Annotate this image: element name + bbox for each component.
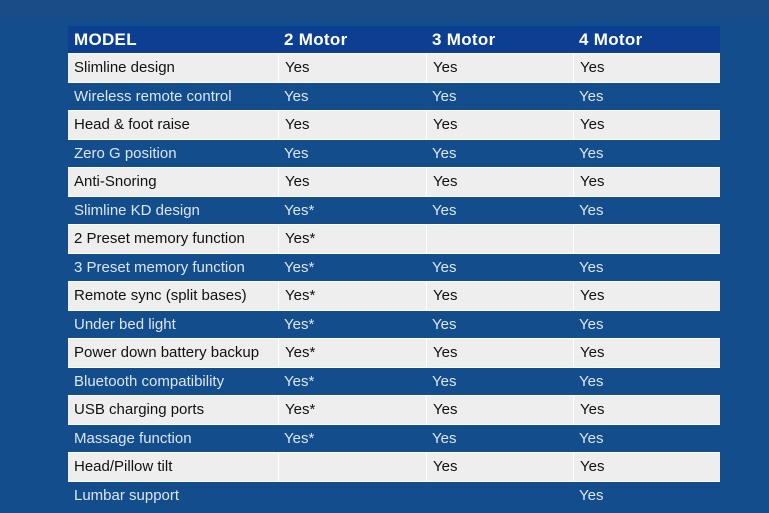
value-cell-4-motor: Yes	[573, 53, 720, 83]
table-row: Head & foot raise Yes Yes Yes	[68, 110, 720, 140]
table-row: Under bed light Yes* Yes Yes	[68, 310, 720, 338]
header-3-motor: 3 Motor	[426, 26, 573, 53]
value-cell-4-motor: Yes	[573, 196, 720, 224]
value-cell-3-motor	[426, 481, 573, 509]
value-cell-2-motor: Yes*	[278, 395, 426, 425]
value-cell-3-motor: Yes	[426, 82, 573, 110]
value-cell-2-motor: Yes*	[278, 424, 426, 452]
header-2-motor: 2 Motor	[278, 26, 426, 53]
value-cell-2-motor: Yes*	[278, 281, 426, 311]
feature-cell: Massage function	[68, 424, 278, 452]
value-cell-3-motor: Yes	[426, 424, 573, 452]
value-cell-4-motor: Yes	[573, 367, 720, 395]
comparison-table-container: MODEL 2 Motor 3 Motor 4 Motor Slimline d…	[68, 26, 720, 509]
value-cell-4-motor: Yes	[573, 424, 720, 452]
value-cell-2-motor: Yes	[278, 82, 426, 110]
table-row: 3 Preset memory function Yes* Yes Yes	[68, 253, 720, 281]
feature-cell: Slimline KD design	[68, 196, 278, 224]
value-cell-4-motor: Yes	[573, 82, 720, 110]
value-cell-3-motor: Yes	[426, 310, 573, 338]
value-cell-3-motor: Yes	[426, 367, 573, 395]
value-cell-4-motor: Yes	[573, 281, 720, 311]
table-row: Slimline design Yes Yes Yes	[68, 53, 720, 83]
table-row: USB charging ports Yes* Yes Yes	[68, 395, 720, 425]
motor-comparison-table: MODEL 2 Motor 3 Motor 4 Motor Slimline d…	[68, 26, 720, 509]
feature-cell: 3 Preset memory function	[68, 253, 278, 281]
value-cell-4-motor	[573, 224, 720, 254]
feature-cell: Slimline design	[68, 53, 278, 83]
value-cell-2-motor	[278, 452, 426, 482]
value-cell-2-motor: Yes*	[278, 338, 426, 368]
table-row: Remote sync (split bases) Yes* Yes Yes	[68, 281, 720, 311]
feature-cell: 2 Preset memory function	[68, 224, 278, 254]
table-row: 2 Preset memory function Yes*	[68, 224, 720, 254]
header-4-motor: 4 Motor	[573, 26, 720, 53]
feature-cell: USB charging ports	[68, 395, 278, 425]
value-cell-2-motor: Yes	[278, 167, 426, 197]
value-cell-3-motor: Yes	[426, 281, 573, 311]
table-row: Slimline KD design Yes* Yes Yes	[68, 196, 720, 224]
feature-cell: Head/Pillow tilt	[68, 452, 278, 482]
value-cell-4-motor: Yes	[573, 452, 720, 482]
value-cell-2-motor: Yes	[278, 139, 426, 167]
value-cell-3-motor: Yes	[426, 110, 573, 140]
value-cell-2-motor: Yes	[278, 110, 426, 140]
table-row: Wireless remote control Yes Yes Yes	[68, 82, 720, 110]
value-cell-3-motor: Yes	[426, 167, 573, 197]
value-cell-4-motor: Yes	[573, 139, 720, 167]
value-cell-3-motor: Yes	[426, 395, 573, 425]
value-cell-3-motor: Yes	[426, 338, 573, 368]
value-cell-4-motor: Yes	[573, 481, 720, 509]
table-body: Slimline design Yes Yes Yes Wireless rem…	[68, 53, 720, 509]
table-header-row: MODEL 2 Motor 3 Motor 4 Motor	[68, 26, 720, 53]
value-cell-3-motor	[426, 224, 573, 254]
feature-cell: Under bed light	[68, 310, 278, 338]
table-row: Power down battery backup Yes* Yes Yes	[68, 338, 720, 368]
value-cell-2-motor	[278, 481, 426, 509]
top-band	[0, 0, 769, 18]
value-cell-4-motor: Yes	[573, 310, 720, 338]
value-cell-3-motor: Yes	[426, 53, 573, 83]
value-cell-4-motor: Yes	[573, 253, 720, 281]
feature-cell: Lumbar support	[68, 481, 278, 509]
header-model: MODEL	[68, 26, 278, 53]
feature-cell: Remote sync (split bases)	[68, 281, 278, 311]
value-cell-2-motor: Yes*	[278, 310, 426, 338]
feature-cell: Wireless remote control	[68, 82, 278, 110]
value-cell-4-motor: Yes	[573, 167, 720, 197]
value-cell-4-motor: Yes	[573, 338, 720, 368]
feature-cell: Zero G position	[68, 139, 278, 167]
table-row: Zero G position Yes Yes Yes	[68, 139, 720, 167]
feature-cell: Head & foot raise	[68, 110, 278, 140]
value-cell-3-motor: Yes	[426, 139, 573, 167]
table-row: Head/Pillow tilt Yes Yes	[68, 452, 720, 482]
value-cell-2-motor: Yes*	[278, 196, 426, 224]
value-cell-3-motor: Yes	[426, 196, 573, 224]
value-cell-2-motor: Yes*	[278, 224, 426, 254]
value-cell-3-motor: Yes	[426, 253, 573, 281]
feature-cell: Power down battery backup	[68, 338, 278, 368]
table-row: Massage function Yes* Yes Yes	[68, 424, 720, 452]
value-cell-4-motor: Yes	[573, 395, 720, 425]
table-row: Anti-Snoring Yes Yes Yes	[68, 167, 720, 197]
feature-cell: Bluetooth compatibility	[68, 367, 278, 395]
value-cell-2-motor: Yes	[278, 53, 426, 83]
table-row: Lumbar support Yes	[68, 481, 720, 509]
value-cell-3-motor: Yes	[426, 452, 573, 482]
table-row: Bluetooth compatibility Yes* Yes Yes	[68, 367, 720, 395]
value-cell-4-motor: Yes	[573, 110, 720, 140]
feature-cell: Anti-Snoring	[68, 167, 278, 197]
value-cell-2-motor: Yes*	[278, 367, 426, 395]
value-cell-2-motor: Yes*	[278, 253, 426, 281]
